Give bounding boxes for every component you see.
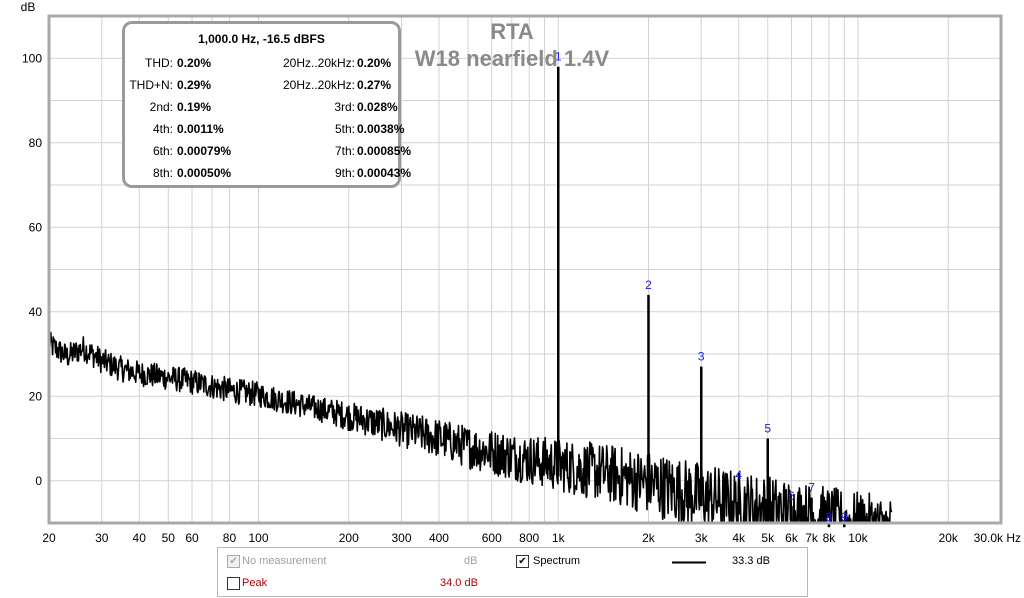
y-tick-label: 20 xyxy=(29,389,43,403)
x-tick-label: 600 xyxy=(482,531,502,545)
x-tick-label: 20k xyxy=(939,531,959,545)
no-measurement-label: No measurement xyxy=(242,555,327,567)
stats-row: 2nd: 0.19% 3rd: 0.028% xyxy=(125,100,398,116)
harmonic-label-7: 7 xyxy=(808,481,815,495)
stat-value: 0.028% xyxy=(357,100,398,114)
y-tick-label: 40 xyxy=(29,305,43,319)
stat-value: 0.20% xyxy=(357,56,392,70)
x-tick-label: 7k xyxy=(805,531,819,545)
chart-subtitle: W18 nearfield 1.4V xyxy=(415,46,610,71)
stat-label: THD: xyxy=(145,56,173,70)
stat-value: 0.00050% xyxy=(177,166,232,180)
spectrum-line-swatch xyxy=(672,561,706,564)
no-measurement-checkbox[interactable]: ✔ xyxy=(227,555,240,568)
spectrum-value: 33.3 dB xyxy=(732,555,770,567)
peak-value: 34.0 dB xyxy=(440,577,478,589)
harmonic-label-2: 2 xyxy=(645,278,652,292)
harmonic-label-3: 3 xyxy=(698,350,705,364)
harmonic-label-1: 1 xyxy=(555,50,562,64)
x-tick-label: 1k xyxy=(552,531,566,545)
stat-label: 3rd: xyxy=(334,100,355,114)
harmonic-label-9: 9 xyxy=(841,510,848,524)
x-tick-label: 80 xyxy=(223,531,237,545)
x-tick-label: 6k xyxy=(785,531,799,545)
x-tick-label: 50 xyxy=(162,531,176,545)
stat-label: 7th: xyxy=(334,144,355,158)
spectrum-label: Spectrum xyxy=(533,555,581,567)
fundamental-readout: 1,000.0 Hz, -16.5 dBFS xyxy=(198,32,325,46)
x-tick-label: 400 xyxy=(429,531,449,545)
chart-title: RTA xyxy=(490,19,534,44)
stat-label: 20Hz..20kHz: xyxy=(282,78,355,92)
peak-checkbox[interactable] xyxy=(227,577,240,590)
x-tick-label: 60 xyxy=(185,531,199,545)
stat-value: 0.20% xyxy=(177,56,212,70)
stat-label: 2nd: xyxy=(149,100,173,114)
stat-value: 0.00085% xyxy=(357,144,412,158)
stats-row: 6th: 0.00079% 7th: 0.00085% xyxy=(125,144,411,160)
peak-label: Peak xyxy=(242,577,268,589)
stats-row: THD: 0.20% 20Hz..20kHz: 0.20% xyxy=(125,56,398,72)
stat-value: 0.00043% xyxy=(357,166,412,180)
stat-label: 6th: xyxy=(152,144,173,158)
x-tick-label: 30.0k Hz xyxy=(974,531,1021,545)
y-tick-label: 80 xyxy=(29,136,43,150)
stat-label: 5th: xyxy=(334,122,355,136)
stat-label: 20Hz..20kHz: xyxy=(282,56,355,70)
x-tick-label: 3k xyxy=(695,531,709,545)
stat-label: THD+N: xyxy=(129,78,173,92)
x-tick-label: 4k xyxy=(732,531,746,545)
stat-label: 9th: xyxy=(334,166,355,180)
spectrum-trace xyxy=(48,66,893,528)
stat-value: 0.0011% xyxy=(177,122,224,136)
x-tick-label: 8k xyxy=(823,531,837,545)
x-tick-label: 5k xyxy=(761,531,775,545)
x-tick-label: 10k xyxy=(848,531,868,545)
x-tick-label: 200 xyxy=(339,531,359,545)
stat-value: 0.0038% xyxy=(357,122,405,136)
x-tick-label: 30 xyxy=(95,531,109,545)
stats-row: 8th: 0.00050% 9th: 0.00043% xyxy=(125,166,411,182)
x-tick-label: 2k xyxy=(642,531,656,545)
no-measurement-unit: dB xyxy=(464,555,478,567)
plot-frame xyxy=(47,14,1003,525)
stat-value: 0.29% xyxy=(177,78,212,92)
stats-row: THD+N: 0.29% 20Hz..20kHz: 0.27% xyxy=(125,78,398,94)
distortion-stats-panel: 1,000.0 Hz, -16.5 dBFS THD: 0.20% 20Hz..… xyxy=(122,21,411,188)
spectrum-checkbox[interactable]: ✔ xyxy=(516,555,529,568)
stat-value: 0.00079% xyxy=(177,144,232,158)
plot-border xyxy=(47,14,1003,525)
x-tick-label: 300 xyxy=(392,531,412,545)
y-axis-unit: dB xyxy=(21,0,36,14)
x-tick-label: 800 xyxy=(519,531,539,545)
legend-panel: ✔ No measurement dB ✔ Spectrum 33.3 dB P… xyxy=(217,547,808,597)
harmonic-label-5: 5 xyxy=(764,422,771,436)
stat-value: 0.19% xyxy=(177,100,212,114)
stat-value: 0.27% xyxy=(357,78,392,92)
harmonic-label-6: 6 xyxy=(788,489,795,503)
y-tick-label: 0 xyxy=(35,474,42,488)
y-tick-label: 60 xyxy=(29,220,43,234)
harmonic-label-8: 8 xyxy=(826,510,833,524)
x-tick-label: 20 xyxy=(42,531,56,545)
y-tick-label: 100 xyxy=(22,51,42,65)
x-tick-label: 40 xyxy=(133,531,147,545)
stat-label: 8th: xyxy=(152,166,173,180)
stat-label: 4th: xyxy=(152,122,173,136)
harmonic-label-4: 4 xyxy=(735,468,742,482)
noise-floor-trace xyxy=(48,331,893,524)
stats-row: 4th: 0.0011% 5th: 0.0038% xyxy=(125,122,404,138)
x-tick-label: 100 xyxy=(248,531,268,545)
